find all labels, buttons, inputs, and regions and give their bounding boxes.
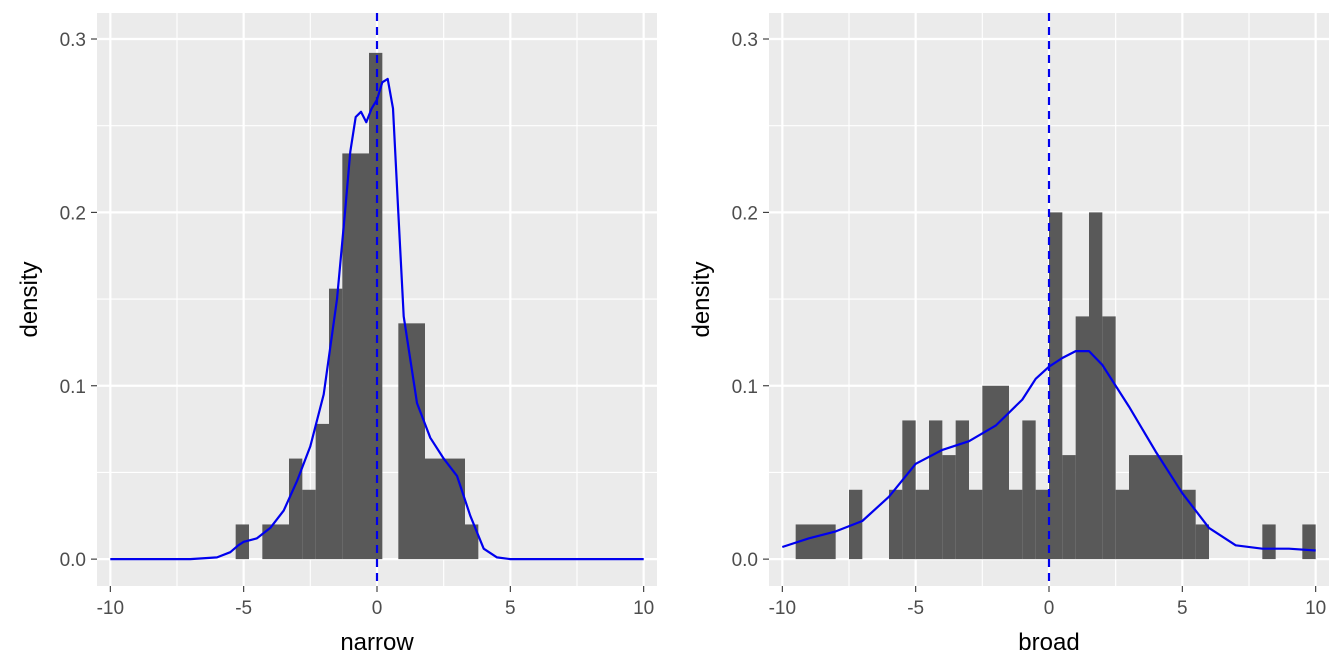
histogram-bar (969, 489, 983, 560)
histogram-bar (1302, 524, 1316, 560)
y-tick-label: 0.0 (732, 550, 758, 571)
histogram-bar (902, 420, 916, 560)
x-tick-label: -5 (235, 598, 252, 619)
y-axis-title: density (688, 261, 715, 337)
x-tick-label: 5 (505, 598, 516, 619)
y-tick-label: 0.1 (60, 377, 86, 398)
histogram-bar (315, 423, 329, 560)
x-tick-label: 0 (1044, 598, 1055, 619)
histogram-bar (1035, 489, 1049, 560)
histogram-bar (1022, 420, 1036, 560)
histogram-bar (942, 455, 956, 560)
histogram-bar (398, 323, 425, 560)
y-tick-label: 0.3 (732, 30, 758, 51)
histogram-bar (915, 489, 929, 560)
histogram-bar (982, 385, 1009, 560)
y-tick-label: 0.0 (60, 550, 86, 571)
histogram-bar (1115, 489, 1129, 560)
histogram-bar (302, 489, 316, 560)
histogram-bar (342, 153, 369, 560)
x-tick-label: 10 (633, 598, 654, 619)
histogram-bar (425, 458, 465, 560)
density-curve (781, 350, 1316, 552)
histogram-bar (1129, 455, 1183, 560)
x-tick-label: -10 (97, 598, 124, 619)
histogram-bar (1262, 524, 1276, 560)
histogram-bar (1075, 316, 1089, 560)
x-axis-title: broad (1018, 629, 1079, 656)
density-curve (110, 77, 644, 561)
x-tick-label: 10 (1305, 598, 1326, 619)
x-axis-title: narrow (340, 629, 414, 656)
histogram-bar (889, 489, 903, 560)
histogram-bar (1062, 455, 1076, 560)
panel-narrow: -10 -5 0 5 10 0.0 0.1 0.2 0.3 narrow density (16, 13, 657, 656)
y-tick-label: 0.1 (732, 377, 758, 398)
histogram-bar (329, 288, 343, 560)
histogram-bar (369, 52, 383, 560)
y-axis-title: density (16, 261, 43, 337)
histogram-bar (795, 524, 836, 560)
histogram-bar (1049, 212, 1063, 560)
histogram-bar (1102, 316, 1116, 560)
histogram-bar (955, 420, 969, 560)
histogram-bar (1009, 489, 1023, 560)
histogram-bar (1195, 524, 1209, 560)
histogram-bar (465, 524, 479, 560)
y-tick-label: 0.2 (60, 203, 86, 224)
x-tick-label: 5 (1177, 598, 1188, 619)
x-tick-label: -5 (907, 598, 924, 619)
histogram-bar (289, 458, 303, 560)
panel-broad: -10 -5 0 5 10 0.0 0.1 0.2 0.3 broad density (688, 13, 1329, 656)
histogram-bar (1089, 212, 1103, 560)
y-tick-label: 0.2 (732, 203, 758, 224)
histogram-bar (929, 420, 943, 560)
y-tick-label: 0.3 (60, 30, 86, 51)
x-tick-label: 0 (372, 598, 383, 619)
x-tick-label: -10 (769, 598, 796, 619)
